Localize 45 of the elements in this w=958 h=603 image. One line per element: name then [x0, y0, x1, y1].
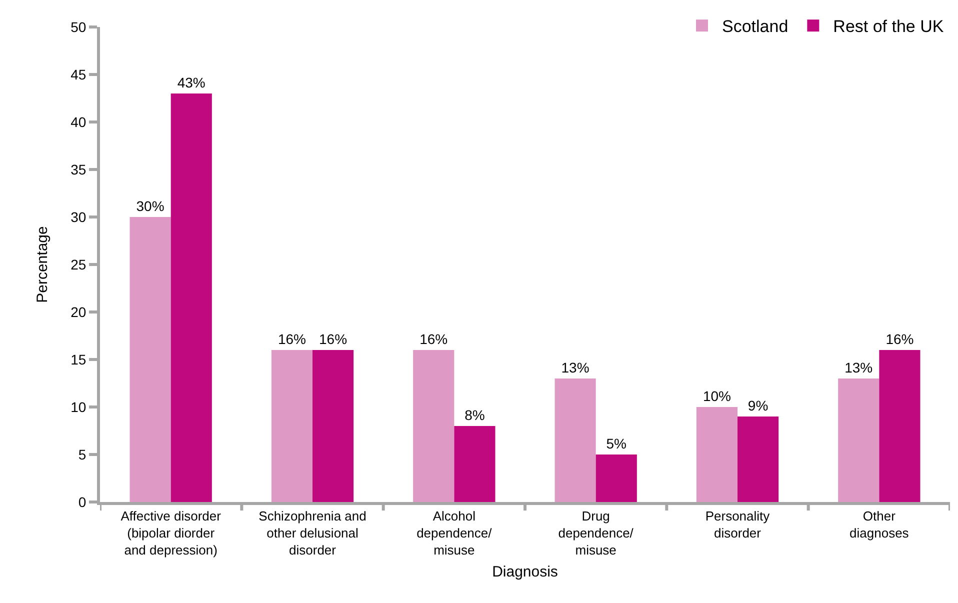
x-tick-label: Affective disorder (bipolar diorder and depression) [120, 508, 222, 558]
bar [696, 407, 738, 502]
y-tick-label: 50 [70, 18, 86, 35]
data-label: 13% [561, 360, 590, 376]
bar [596, 454, 637, 502]
bar [838, 378, 880, 502]
bar [413, 350, 454, 502]
data-label: 43% [177, 74, 206, 90]
x-axis-title: Diagnosis [492, 563, 558, 580]
y-axis-title: Percentage [34, 226, 51, 303]
x-tick-label: Drug dependence/ misuse [558, 508, 634, 558]
bar [554, 378, 596, 502]
x-tick-label: Schizophrenia and other delusional disorder [258, 508, 366, 558]
y-tick-label: 20 [70, 304, 86, 320]
data-label: 5% [606, 436, 626, 452]
legend-label: Scotland [722, 17, 788, 36]
data-label: 16% [420, 331, 448, 347]
x-tick-label: Personality disorder [705, 508, 770, 540]
data-label: 9% [748, 398, 768, 414]
data-label: 8% [464, 407, 485, 423]
data-label: 30% [136, 198, 164, 214]
y-tick-label: 25 [70, 256, 86, 272]
y-tick-label: 5 [78, 446, 86, 462]
y-tick-label: 35 [70, 161, 86, 178]
x-tick-label: Alcohol dependence/ misuse [416, 508, 492, 558]
data-label: 10% [702, 388, 731, 404]
bar [130, 217, 171, 502]
data-label: 13% [844, 360, 873, 376]
bar [170, 94, 212, 502]
legend-label: Rest of the UK [833, 17, 944, 36]
bar [312, 350, 354, 502]
y-tick-label: 30 [70, 208, 86, 225]
bar [454, 426, 496, 502]
y-tick-label: 40 [70, 114, 86, 130]
bar [738, 416, 779, 502]
bar [271, 350, 312, 502]
bar [879, 350, 920, 502]
data-label: 16% [886, 331, 914, 347]
y-tick-label: 10 [70, 398, 86, 415]
data-label: 16% [278, 331, 306, 347]
x-tick-label: Other diagnoses [850, 508, 910, 540]
y-tick-label: 45 [70, 66, 86, 82]
y-tick-label: 15 [70, 351, 86, 368]
y-tick-label: 0 [78, 494, 86, 510]
data-label: 16% [319, 331, 348, 347]
